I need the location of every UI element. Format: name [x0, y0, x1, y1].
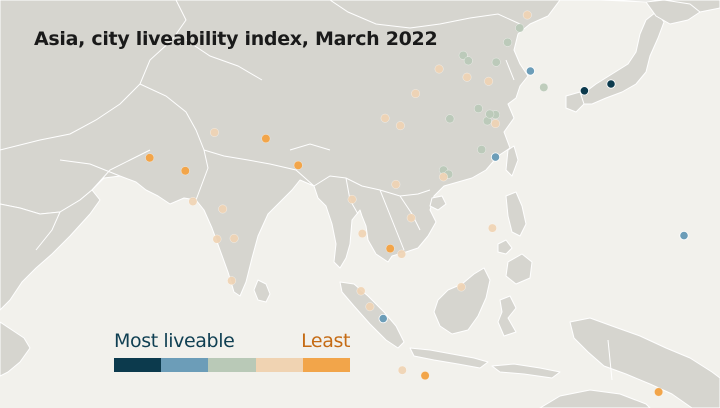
- city-marker[interactable]: [420, 371, 430, 381]
- city-marker[interactable]: [539, 82, 549, 92]
- city-marker[interactable]: [227, 276, 237, 286]
- city-marker[interactable]: [579, 86, 590, 96]
- city-marker[interactable]: [654, 387, 664, 397]
- city-marker[interactable]: [487, 223, 497, 233]
- map-title: Asia, city liveability index, March 2022: [34, 28, 438, 50]
- city-marker[interactable]: [397, 249, 407, 259]
- city-marker[interactable]: [380, 113, 390, 123]
- legend-most-label: Most liveable: [114, 330, 235, 352]
- city-marker[interactable]: [477, 145, 487, 155]
- city-marker[interactable]: [406, 213, 416, 223]
- landmass-australia: [539, 389, 651, 408]
- legend-swatch-2: [161, 358, 209, 372]
- city-marker[interactable]: [293, 160, 303, 170]
- city-marker[interactable]: [463, 56, 473, 66]
- city-marker[interactable]: [434, 64, 444, 74]
- city-marker[interactable]: [606, 79, 616, 89]
- island-visayas: [497, 239, 513, 255]
- legend-swatch-1: [114, 358, 162, 372]
- island-lesser-sunda: [491, 363, 561, 379]
- city-marker[interactable]: [365, 302, 375, 312]
- city-marker[interactable]: [212, 234, 222, 244]
- city-marker[interactable]: [515, 23, 525, 33]
- legend-color-bar: [114, 358, 351, 372]
- city-marker[interactable]: [484, 76, 494, 86]
- island-sri-lanka: [253, 279, 271, 303]
- landmass-asia: [0, 0, 720, 297]
- city-marker[interactable]: [357, 229, 367, 239]
- island-sumatra: [339, 281, 405, 349]
- city-marker[interactable]: [385, 244, 395, 254]
- city-marker[interactable]: [491, 57, 501, 67]
- legend-labels: Most liveable Least: [114, 330, 350, 356]
- city-marker[interactable]: [210, 128, 219, 137]
- city-marker[interactable]: [411, 89, 421, 99]
- city-marker[interactable]: [180, 166, 190, 176]
- city-marker[interactable]: [261, 134, 271, 144]
- island-java: [409, 347, 489, 369]
- city-marker[interactable]: [445, 114, 455, 124]
- city-marker[interactable]: [439, 172, 448, 182]
- city-marker[interactable]: [397, 365, 407, 375]
- city-marker[interactable]: [188, 197, 198, 206]
- city-marker[interactable]: [503, 37, 513, 47]
- legend-least-label: Least: [301, 330, 350, 352]
- island-hainan: [429, 195, 447, 211]
- city-marker[interactable]: [679, 231, 689, 241]
- landmass-arabia: [0, 189, 101, 311]
- legend-swatch-3: [208, 358, 256, 372]
- city-marker[interactable]: [395, 121, 405, 131]
- city-marker[interactable]: [378, 313, 388, 324]
- city-marker[interactable]: [462, 72, 472, 82]
- legend-swatch-4: [255, 358, 303, 372]
- city-marker[interactable]: [356, 286, 366, 296]
- city-marker[interactable]: [490, 152, 501, 162]
- island-hokkaido: [645, 0, 701, 25]
- landmass-africa: [0, 321, 31, 377]
- island-taiwan: [505, 145, 519, 177]
- island-luzon: [505, 191, 527, 237]
- island-mindanao: [505, 253, 533, 285]
- legend-swatch-5: [302, 358, 351, 372]
- city-marker[interactable]: [218, 204, 228, 214]
- city-marker[interactable]: [522, 10, 532, 20]
- city-marker[interactable]: [347, 194, 357, 204]
- city-marker[interactable]: [391, 179, 401, 189]
- city-marker[interactable]: [456, 282, 466, 292]
- city-marker[interactable]: [458, 50, 468, 60]
- island-kyushu: [565, 91, 585, 113]
- city-marker[interactable]: [145, 153, 155, 163]
- island-japan: [579, 11, 665, 105]
- country-borders: [0, 0, 613, 381]
- city-marker[interactable]: [485, 109, 495, 119]
- city-marker[interactable]: [229, 233, 239, 243]
- city-marker[interactable]: [491, 119, 500, 129]
- island-new-guinea: [569, 317, 720, 408]
- legend: Most liveable Least: [114, 330, 350, 372]
- city-marker[interactable]: [525, 66, 536, 76]
- island-sulawesi: [497, 295, 517, 337]
- city-marker[interactable]: [473, 104, 483, 114]
